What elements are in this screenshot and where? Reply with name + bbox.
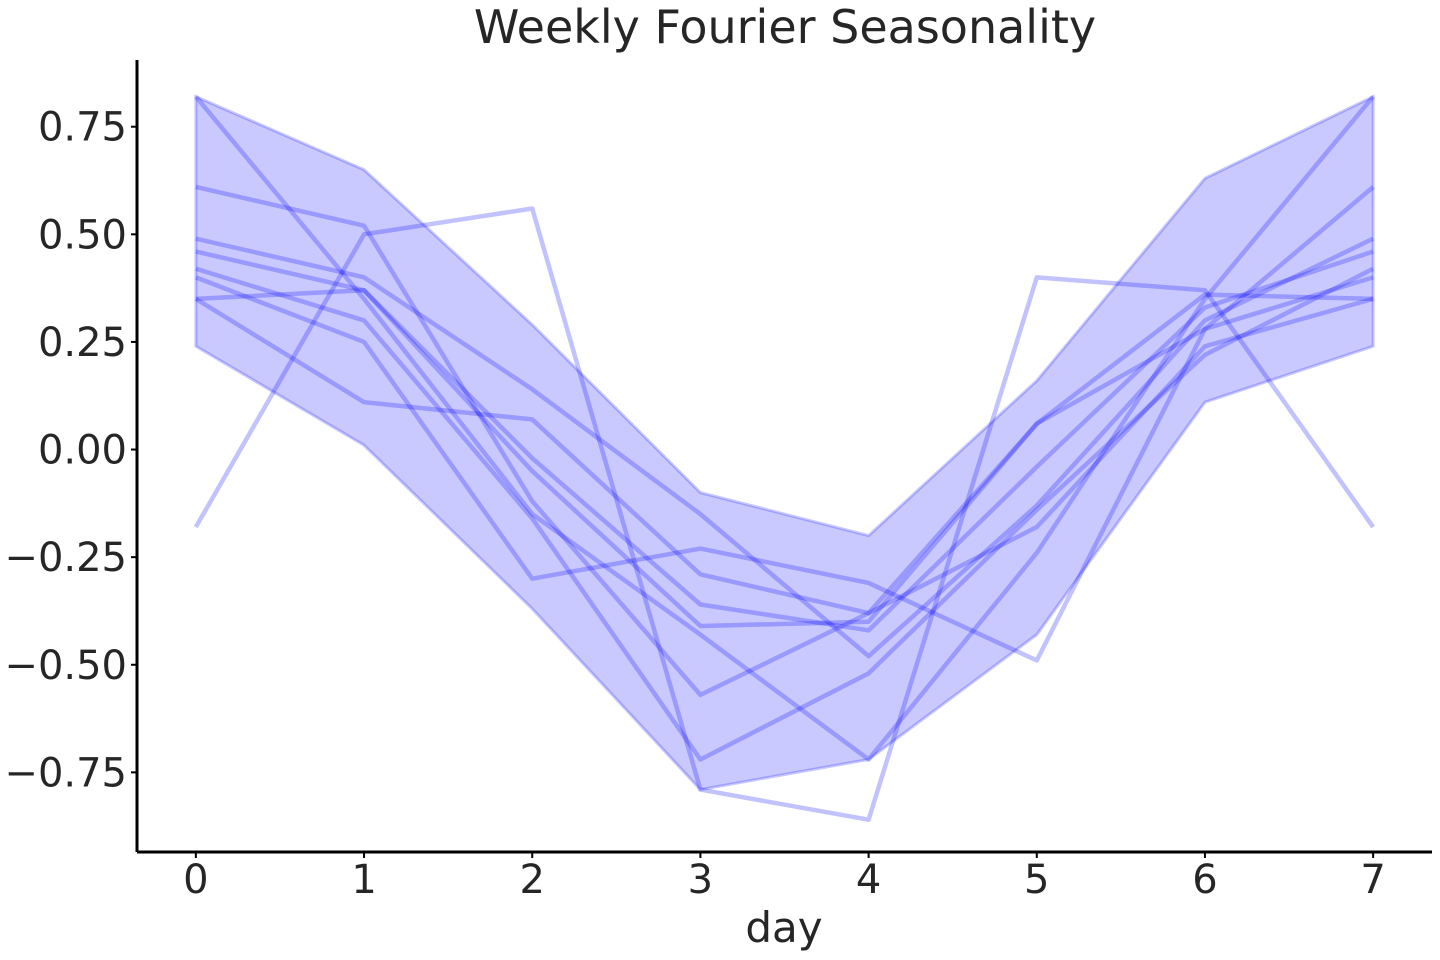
series-line-2 — [194, 95, 1375, 762]
x-tick-label: 3 — [688, 857, 713, 903]
y-tick-layer: 0.75 0.50 0.25 0.00 −0.25 −0.50 −0.75 — [4, 105, 137, 796]
x-tick-layer: 0 1 2 3 4 5 6 7 — [183, 852, 1386, 903]
x-tick-label: 0 — [183, 857, 208, 903]
series-line-3 — [195, 184, 1375, 698]
y-tick-label: −0.75 — [4, 750, 127, 796]
confidence-band-layer — [194, 94, 1375, 792]
axes-layer — [135, 60, 1432, 854]
chart-title: Weekly Fourier Seasonality — [474, 0, 1096, 54]
y-tick-label: 0.50 — [38, 212, 127, 258]
x-tick-label: 4 — [856, 857, 881, 903]
series-line-6 — [195, 266, 1375, 762]
y-tick-label: −0.50 — [4, 643, 127, 689]
series-line-7 — [195, 275, 1374, 663]
x-tick-label: 6 — [1192, 857, 1217, 903]
x-tick-label: 2 — [520, 857, 545, 903]
x-axis-label: day — [745, 903, 822, 952]
x-tick-label: 5 — [1024, 857, 1049, 903]
series-line-9 — [194, 296, 1374, 616]
series-layer — [193, 95, 1375, 822]
y-tick-label: 0.75 — [38, 105, 127, 151]
series-line-4 — [195, 236, 1375, 659]
y-tick-label: 0.00 — [38, 428, 127, 474]
series-line-1 — [193, 206, 1375, 822]
confidence-band — [194, 94, 1375, 792]
series-line-8 — [195, 288, 1374, 629]
y-tick-label: −0.25 — [4, 535, 127, 581]
x-tick-label: 7 — [1360, 857, 1385, 903]
series-line-5 — [195, 249, 1374, 633]
x-tick-label: 1 — [351, 857, 376, 903]
y-tick-label: 0.25 — [38, 320, 127, 366]
